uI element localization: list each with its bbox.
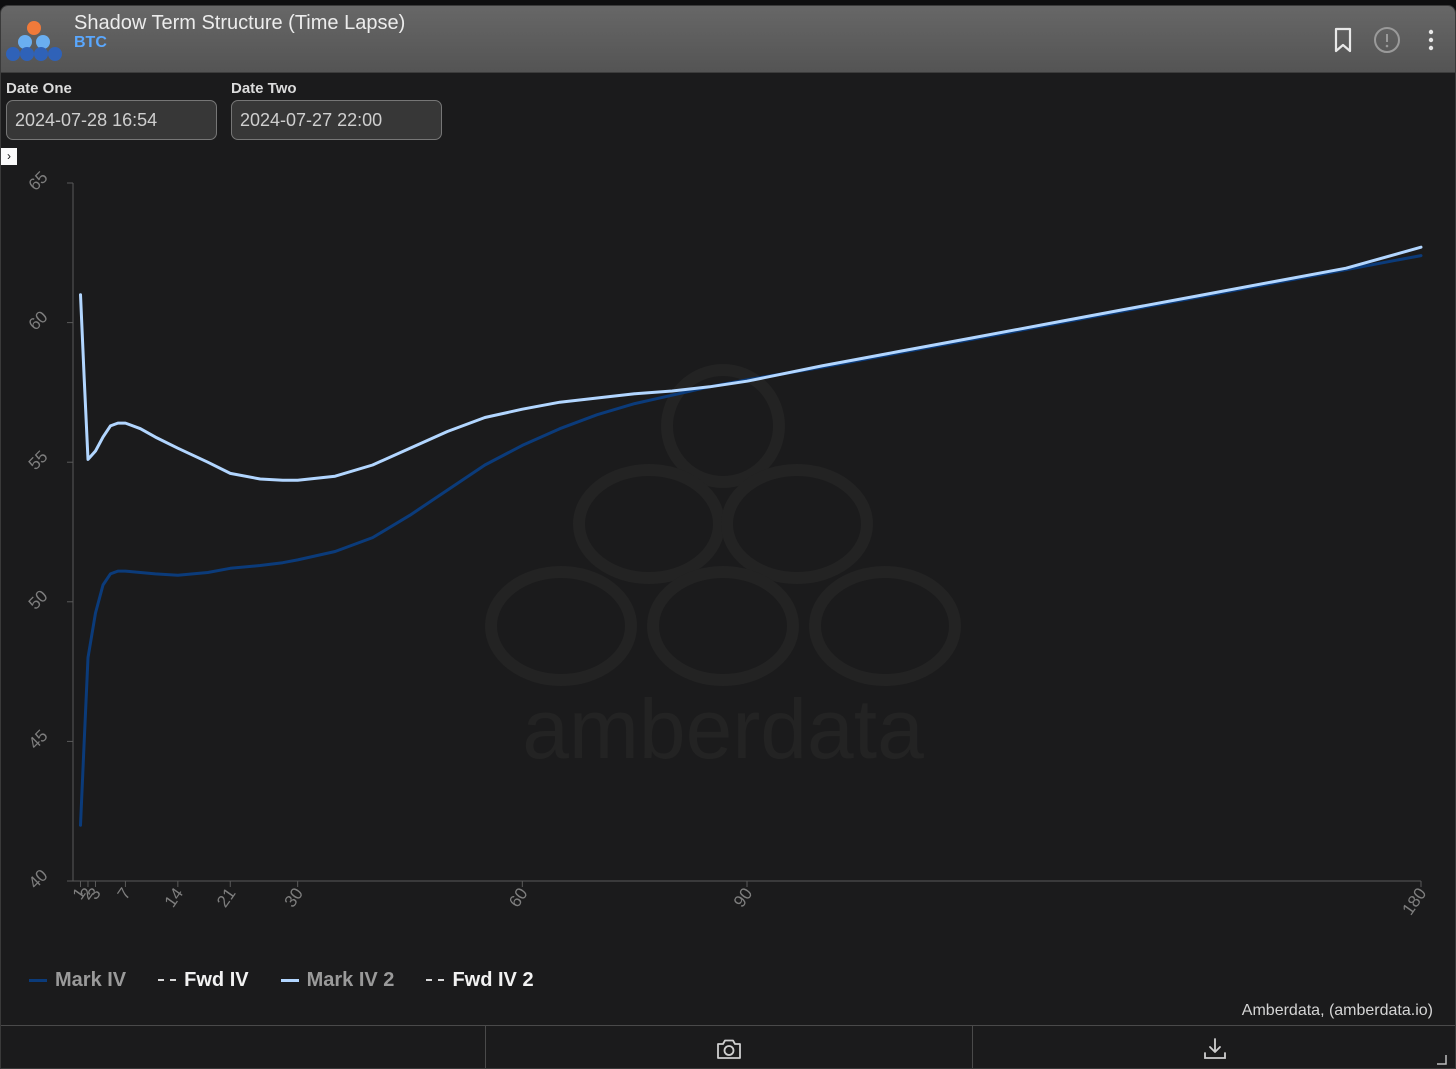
widget-footer: [1, 1025, 1455, 1068]
date-one-input[interactable]: [6, 100, 217, 140]
screenshot-button[interactable]: [486, 1026, 973, 1068]
expand-panel-button[interactable]: ›: [1, 148, 17, 165]
legend-swatch-fwd-iv: [158, 979, 177, 981]
amberdata-logo-icon: [6, 21, 62, 61]
date-one-label: Date One: [6, 80, 72, 97]
legend-item-mark-iv-2[interactable]: Mark IV 2: [280, 968, 395, 992]
legend-label-fwd-iv: Fwd IV: [184, 968, 249, 991]
download-button[interactable]: [973, 1026, 1455, 1068]
x-tick-label: 60: [505, 884, 531, 910]
legend-item-fwd-iv-2[interactable]: Fwd IV 2: [426, 968, 534, 992]
info-icon[interactable]: [1373, 26, 1401, 54]
chart-widget: Shadow Term Structure (Time Lapse) BTC D…: [0, 5, 1456, 1069]
x-tick-label: 14: [161, 884, 187, 910]
date-two-field: Date Two: [231, 80, 442, 140]
date-controls: Date One Date Two: [1, 78, 1455, 150]
legend-swatch-mark-iv-2: [280, 978, 299, 982]
camera-icon: [717, 1039, 741, 1059]
amberdata-watermark: amberdata: [485, 364, 961, 776]
footer-cell-empty: [1, 1026, 486, 1068]
legend-label-mark-iv-2: Mark IV 2: [306, 968, 395, 991]
asset-subtitle: BTC: [74, 34, 107, 51]
bookmark-icon[interactable]: [1329, 26, 1357, 54]
legend-swatch-fwd-iv-2: [426, 979, 445, 981]
y-tick-label: 40: [25, 866, 52, 893]
y-tick-label: 60: [25, 307, 52, 334]
resize-handle-icon[interactable]: [1437, 1055, 1447, 1065]
x-tick-label: 21: [213, 884, 239, 910]
date-one-field: Date One: [6, 80, 217, 140]
legend-swatch-mark-iv: [29, 978, 47, 982]
chart-legend: Mark IV Fwd IV Mark IV 2 Fwd IV 2: [29, 969, 566, 991]
watermark-text: amberdata: [522, 682, 924, 776]
chart-series: [79, 245, 1423, 827]
y-tick-label: 45: [25, 726, 52, 753]
more-options-icon[interactable]: [1417, 26, 1445, 54]
y-tick-label: 50: [25, 587, 52, 614]
series-line-mark-iv-2[interactable]: [79, 245, 1423, 482]
data-credit: Amberdata, (amberdata.io): [1241, 1002, 1433, 1019]
x-tick-label: 7: [114, 884, 135, 903]
y-tick-label: 65: [25, 168, 52, 195]
legend-item-fwd-iv[interactable]: Fwd IV: [158, 968, 249, 992]
date-two-input[interactable]: [231, 100, 442, 140]
widget-header: Shadow Term Structure (Time Lapse) BTC: [1, 6, 1455, 73]
widget-title: Shadow Term Structure (Time Lapse): [74, 12, 406, 34]
x-tick-label: 30: [281, 884, 307, 910]
date-two-label: Date Two: [231, 80, 297, 97]
download-icon: [1204, 1037, 1226, 1059]
y-tick-label: 55: [25, 447, 52, 474]
x-tick-label: 180: [1398, 884, 1430, 918]
legend-label-mark-iv: Mark IV: [55, 968, 127, 991]
x-tick-label: 90: [730, 884, 756, 910]
legend-item-mark-iv[interactable]: Mark IV: [29, 969, 126, 992]
legend-label-fwd-iv-2: Fwd IV 2: [452, 968, 534, 991]
